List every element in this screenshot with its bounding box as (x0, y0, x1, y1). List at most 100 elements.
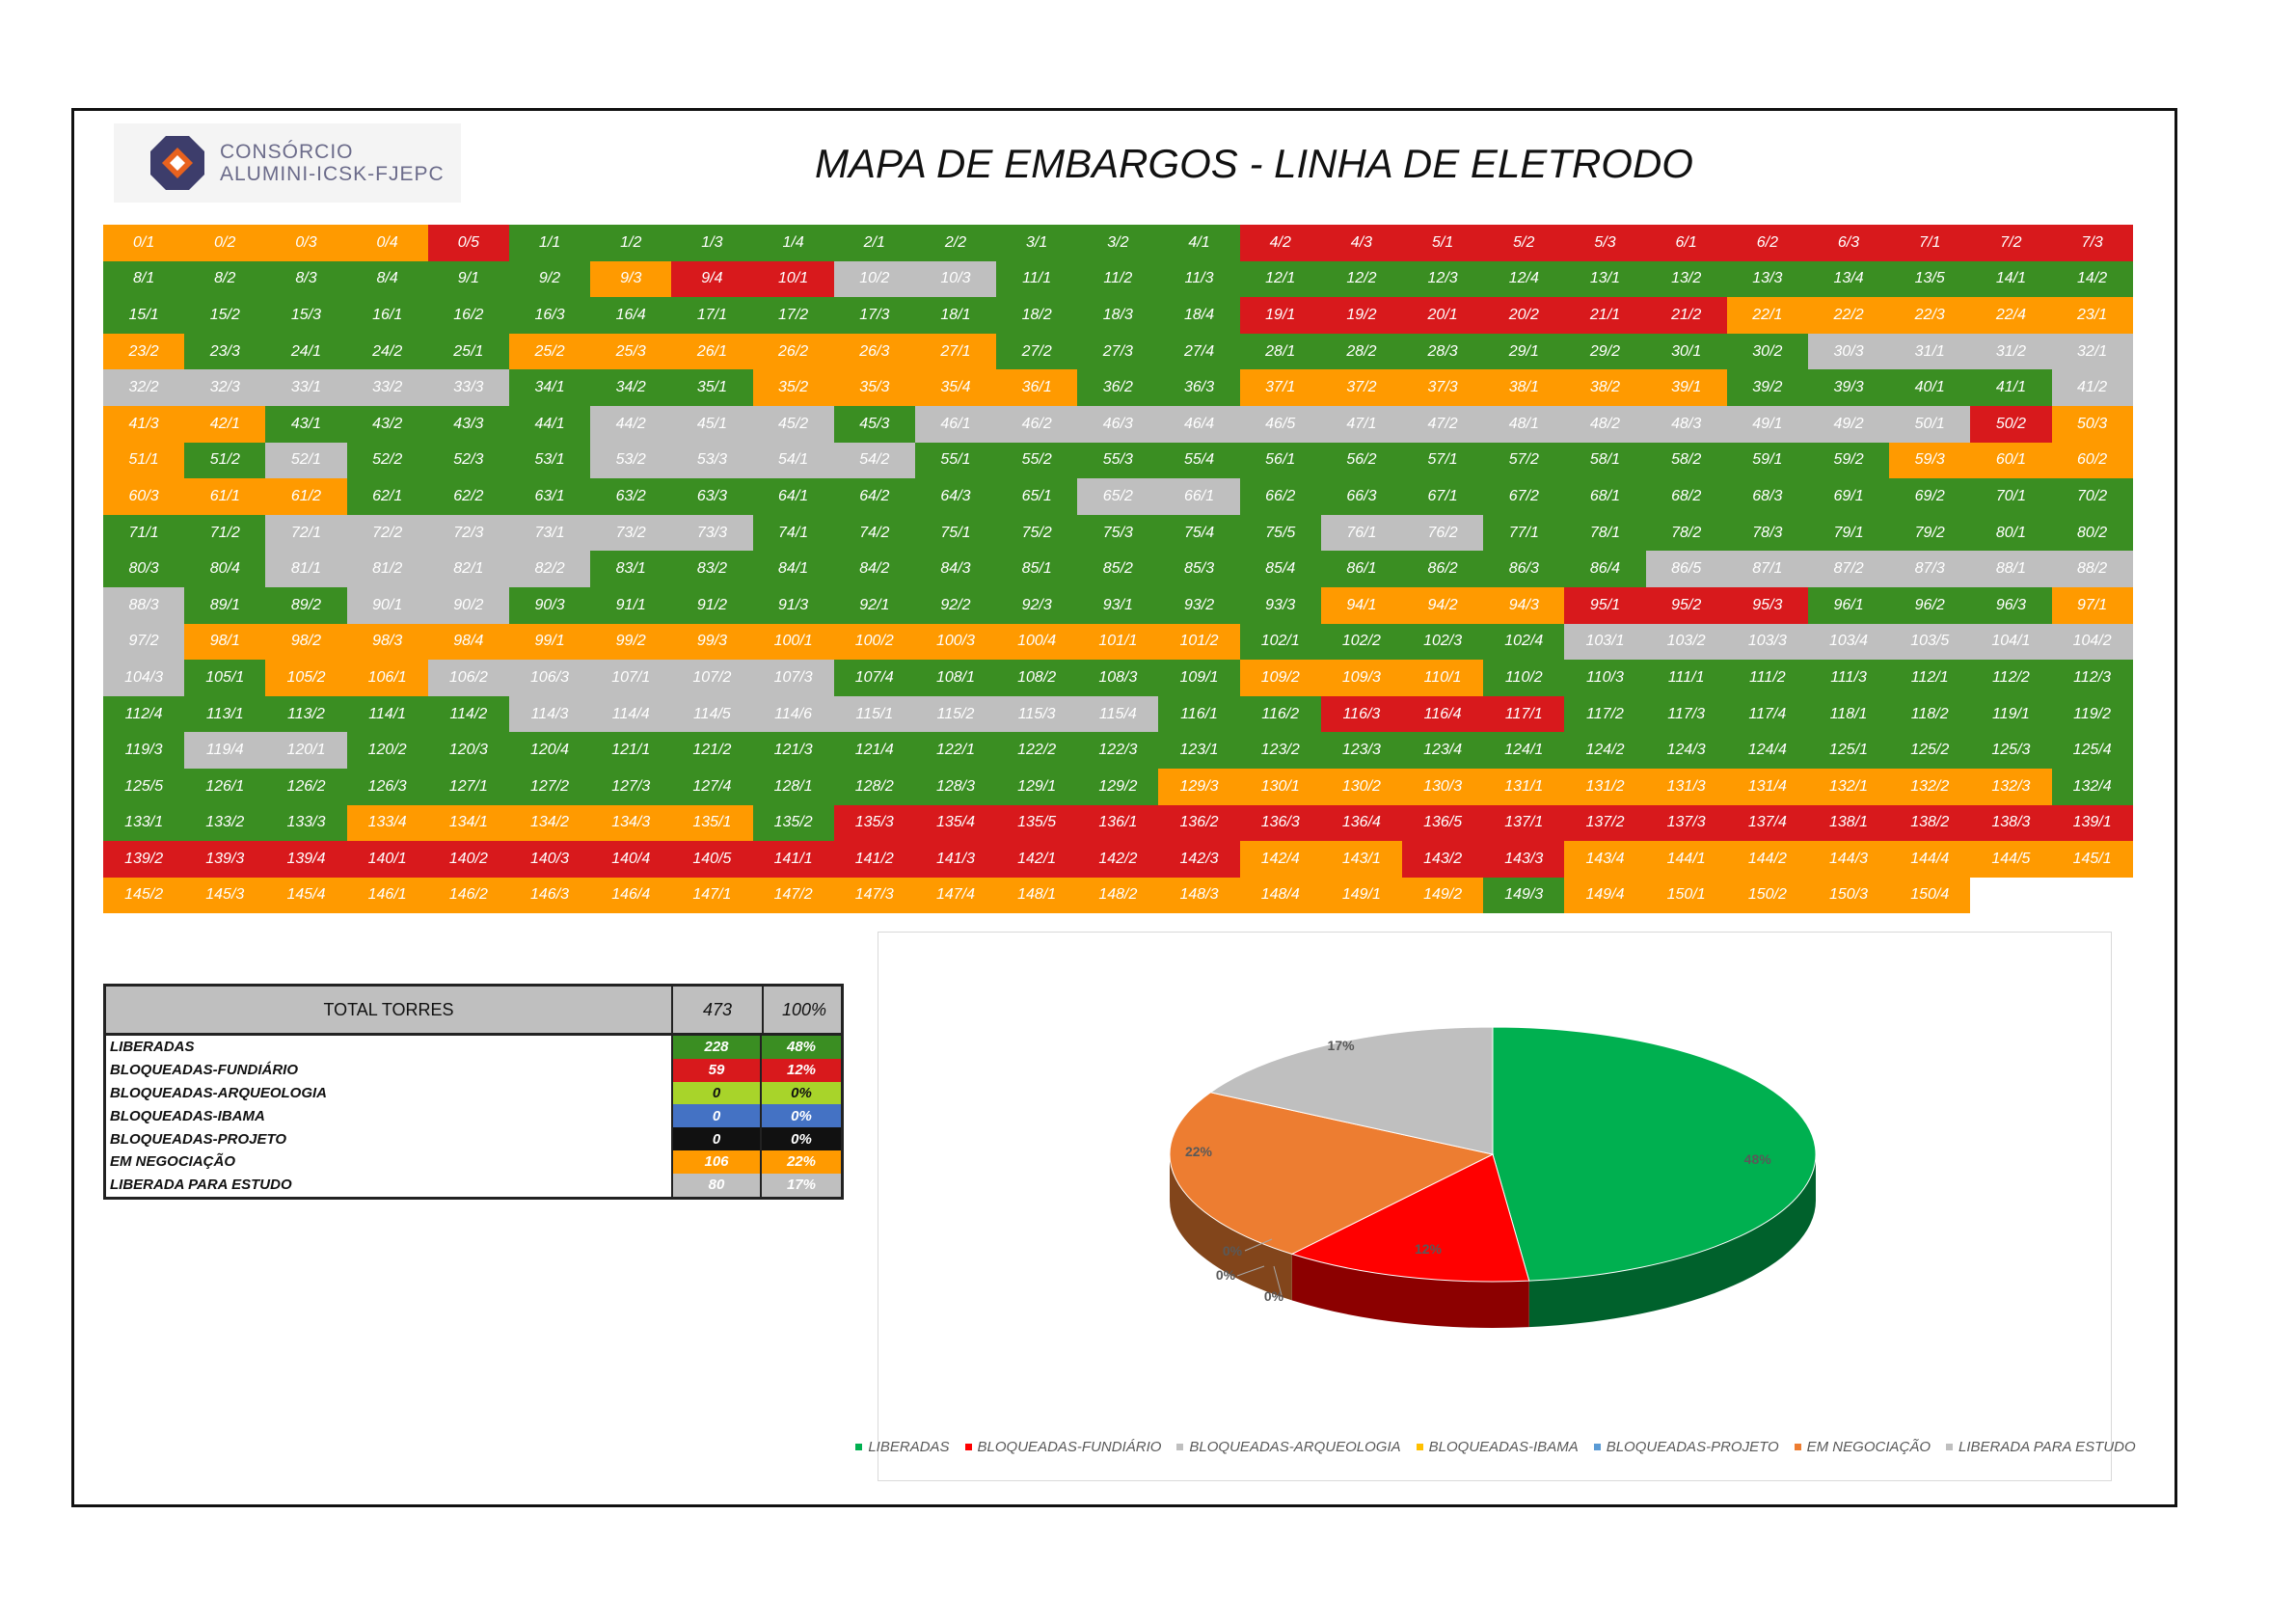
tower-cell: 17/1 (671, 297, 753, 334)
tower-cell: 46/2 (996, 405, 1078, 443)
tower-cell: 134/3 (590, 804, 672, 842)
tower-cell: 109/1 (1158, 660, 1240, 696)
legend-label: EM NEGOCIAÇÃO (1806, 1439, 1931, 1455)
tower-cell: 64/3 (914, 478, 997, 515)
tower-cell: 46/1 (914, 405, 997, 443)
tower-cell: 7/3 (2051, 225, 2133, 261)
tower-cell: 146/3 (508, 877, 591, 914)
tower-cell: 100/1 (752, 623, 834, 661)
totals-row: BLOQUEADAS-ARQUEOLOGIA 0 0% (106, 1081, 841, 1105)
tower-cell: 120/2 (346, 732, 428, 769)
tower-cell: 138/2 (1889, 804, 1971, 842)
tower-cell: 20/1 (1402, 297, 1484, 334)
tower-cell: 130/3 (1402, 768, 1484, 805)
tower-cell: 5/1 (1402, 225, 1484, 261)
tower-cell: 134/1 (427, 804, 509, 842)
tower-cell: 39/2 (1726, 369, 1808, 406)
tower-cell: 27/1 (914, 333, 997, 370)
tower-cell: 116/4 (1402, 695, 1484, 733)
tower-cell: 23/1 (2051, 297, 2133, 334)
tower-cell: 4/2 (1239, 225, 1321, 261)
tower-cell: 140/3 (508, 841, 591, 878)
pie-data-label: 12% (1415, 1241, 1443, 1257)
tower-cell: 9/3 (590, 260, 672, 298)
tower-cell: 24/1 (265, 333, 347, 370)
tower-cell: 114/1 (346, 695, 428, 733)
tower-cell: 95/1 (1564, 586, 1646, 624)
tower-cell: 71/1 (103, 514, 185, 552)
tower-cell: 128/3 (914, 768, 997, 805)
tower-cell: 55/4 (1158, 442, 1240, 479)
tower-cell: 131/2 (1564, 768, 1646, 805)
tower-cell: 108/3 (1077, 660, 1159, 696)
logo-octagon-icon (150, 136, 204, 190)
tower-cell: 116/1 (1158, 695, 1240, 733)
tower-cell: 85/3 (1158, 551, 1240, 587)
tower-cell: 35/4 (914, 369, 997, 406)
tower-cell: 56/2 (1320, 442, 1402, 479)
tower-cell: 0/1 (103, 225, 185, 261)
tower-cell: 33/2 (346, 369, 428, 406)
totals-row: BLOQUEADAS-PROJETO 0 0% (106, 1127, 841, 1150)
tower-cell: 133/4 (346, 804, 428, 842)
tower-cell: 59/2 (1807, 442, 1890, 479)
tower-cell: 126/2 (265, 768, 347, 805)
pie-slice (1290, 1153, 1530, 1283)
tower-cell: 102/2 (1320, 623, 1402, 661)
tower-cell: 125/2 (1889, 732, 1971, 769)
tower-cell: 16/3 (508, 297, 591, 334)
tower-cell: 9/4 (671, 260, 753, 298)
tower-cell: 90/2 (427, 586, 509, 624)
tower-cell: 120/4 (508, 732, 591, 769)
tower-cell: 99/3 (671, 623, 753, 661)
tower-cell: 139/2 (103, 841, 185, 878)
tower-cell: 22/4 (1970, 297, 2052, 334)
totals-row-label: BLOQUEADAS-PROJETO (110, 1130, 287, 1148)
tower-cell: 6/2 (1726, 225, 1808, 261)
tower-cell: 117/1 (1483, 695, 1565, 733)
tower-cell: 141/3 (914, 841, 997, 878)
tower-cell: 44/1 (508, 405, 591, 443)
tower-cell: 25/3 (590, 333, 672, 370)
tower-cell: 86/5 (1645, 551, 1727, 587)
tower-cell: 137/3 (1645, 804, 1727, 842)
tower-cell: 43/1 (265, 405, 347, 443)
tower-cell: 123/1 (1158, 732, 1240, 769)
tower-cell: 118/2 (1889, 695, 1971, 733)
tower-cell: 64/2 (833, 478, 915, 515)
tower-cell: 119/4 (184, 732, 266, 769)
tower-cell: 9/2 (508, 260, 591, 298)
tower-cell: 87/2 (1807, 551, 1890, 587)
totals-row-pct: 12% (760, 1058, 841, 1082)
tower-cell: 43/3 (427, 405, 509, 443)
tower-cell: 103/1 (1564, 623, 1646, 661)
pie-slice (1169, 1092, 1495, 1255)
legend-item: LIBERADAS (855, 1439, 950, 1455)
tower-cell: 98/3 (346, 623, 428, 661)
tower-cell: 144/5 (1970, 841, 2052, 878)
tower-cell: 29/2 (1564, 333, 1646, 370)
tower-cell: 10/1 (752, 260, 834, 298)
tower-cell: 6/3 (1807, 225, 1890, 261)
tower-cell: 131/4 (1726, 768, 1808, 805)
tower-cell: 149/2 (1402, 877, 1484, 914)
tower-cell: 46/3 (1077, 405, 1159, 443)
tower-cell: 48/1 (1483, 405, 1565, 443)
tower-cell: 98/1 (184, 623, 266, 661)
tower-cell: 12/4 (1483, 260, 1565, 298)
tower-cell: 104/3 (103, 660, 185, 696)
tower-cell: 119/3 (103, 732, 185, 769)
tower-cell: 144/2 (1726, 841, 1808, 878)
tower-cell: 115/4 (1077, 695, 1159, 733)
tower-cell: 7/1 (1889, 225, 1971, 261)
tower-cell: 23/2 (103, 333, 185, 370)
tower-cell: 65/2 (1077, 478, 1159, 515)
tower-cell: 132/4 (2051, 768, 2133, 805)
tower-cell: 91/1 (590, 586, 672, 624)
tower-cell: 42/1 (184, 405, 266, 443)
tower-cell: 69/2 (1889, 478, 1971, 515)
tower-cell: 62/2 (427, 478, 509, 515)
tower-cell: 124/1 (1483, 732, 1565, 769)
tower-cell: 147/3 (833, 877, 915, 914)
tower-cell: 148/4 (1239, 877, 1321, 914)
